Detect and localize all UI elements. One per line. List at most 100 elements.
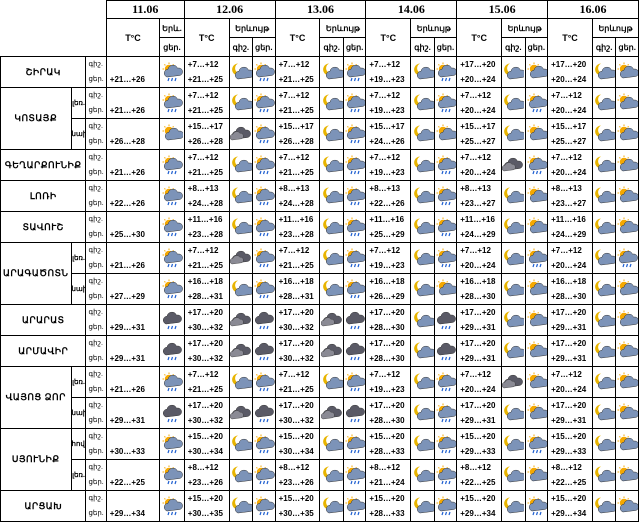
region-name: ՇԻՐԱԿ xyxy=(0,56,87,88)
night-temp-empty xyxy=(110,58,159,73)
moon-cloud-icon xyxy=(319,242,344,274)
moon-cloud-icon xyxy=(319,180,344,212)
moon-cloud-icon xyxy=(410,149,435,181)
temperature-range: +17…+20 +29…+31 xyxy=(456,304,503,336)
date-header: 11.06 xyxy=(105,0,185,19)
moon-cloud-icon xyxy=(228,211,254,243)
night-temp: +7…+12 xyxy=(369,246,401,255)
temperature-range: +7…+12 +20…+24 xyxy=(547,149,593,181)
time-of-day-labels: գիշ. ցեր. xyxy=(85,273,107,305)
sun-cloud-icon xyxy=(524,335,549,367)
temperature-range: +29…+31 xyxy=(105,397,161,429)
night-temp: +15…+20 xyxy=(369,494,405,503)
night-temp-empty xyxy=(110,275,159,290)
night-temp: +7…+12 xyxy=(551,153,582,162)
moon-cloud-icon xyxy=(228,459,254,491)
sun-cloud-rain-icon xyxy=(252,87,276,119)
day-temp: +28…+30 xyxy=(551,292,587,301)
moon-cloud-icon xyxy=(591,118,617,150)
moon-cloud-icon xyxy=(410,118,435,150)
night-temp: +17…+20 xyxy=(460,308,496,317)
sun-cloud-rain-icon xyxy=(342,366,367,398)
table-row: ԼՈՌԻ գիշ. ցեր. +22…+26 +8…+13 +24…+28 +8…+13 +2… xyxy=(0,180,639,212)
table-row: ՏԱՎՈՒՇ գիշ. ցեր. +25…+30 +11…+16 +23…+28 +11…+… xyxy=(0,211,639,243)
day-temp: +29…+33 xyxy=(551,447,587,456)
temperature-range: +7…+12 +21…+25 xyxy=(183,56,230,88)
night-label: գիշ. xyxy=(88,433,103,440)
day-temp: +20…+24 xyxy=(460,106,496,115)
temperature-range: +15…+20 +28…+33 xyxy=(365,428,412,460)
temperature-range: +17…+20 +30…+32 xyxy=(274,397,321,429)
day-temp: +21…+25 xyxy=(187,385,223,394)
temp-header: T°C xyxy=(105,18,161,57)
moon-cloud-icon xyxy=(410,459,435,491)
temperature-range: +7…+12 +20…+24 xyxy=(456,366,503,398)
moon-cloud-icon xyxy=(319,366,344,398)
night-temp: +8…+12 xyxy=(369,463,401,472)
moon-cloud-icon xyxy=(319,211,344,243)
day-temp: +30…+32 xyxy=(187,354,223,363)
night-label: գիշ. xyxy=(88,216,103,223)
night-temp: +11…+16 xyxy=(187,215,223,224)
sun-cloud-icon xyxy=(433,273,458,305)
moon-cloud-icon xyxy=(591,459,617,491)
sun-cloud-rain-icon xyxy=(433,428,458,460)
day-temp: +30…+32 xyxy=(187,323,223,332)
sun-cloud-rain-icon xyxy=(433,56,458,88)
moon-cloud-icon xyxy=(410,304,435,336)
cloud-rain-icon xyxy=(159,397,185,429)
night-temp-empty xyxy=(110,89,159,104)
table-row: ՎԱՅՈՑ ՁՈՐ լեռ. գիշ. ցեր. +21…+26 +7…+12 +21…+2… xyxy=(0,366,639,429)
temperature-range: +15…+17 +24…+26 xyxy=(365,118,412,150)
moon-cloud-icon xyxy=(410,211,435,243)
sun-cloud-rain-icon xyxy=(159,211,185,243)
sun-cloud-rain-icon xyxy=(433,211,458,243)
temperature-range: +17…+20 +30…+32 xyxy=(274,335,321,367)
moon-cloud-icon xyxy=(319,459,344,491)
date-header: 12.06 xyxy=(183,0,276,19)
night-temp-empty xyxy=(110,120,159,135)
time-of-day-labels: գիշ. ցեր. xyxy=(85,335,107,367)
night-label: գիշ. xyxy=(88,495,103,502)
temperature-range: +7…+12 +19…+23 xyxy=(365,56,412,88)
sun-cloud-rain-icon xyxy=(342,242,367,274)
day-temp: +25…+27 xyxy=(460,137,496,146)
day-temp: +29…+31 xyxy=(460,354,496,363)
night-temp: +7…+12 xyxy=(187,246,219,255)
moon-cloud-icon xyxy=(319,428,344,460)
temperature-range: +16…+18 +28…+31 xyxy=(274,273,321,305)
temperature-range: +15…+20 +28…+33 xyxy=(365,490,412,522)
day-temp: +21…+25 xyxy=(278,106,314,115)
night-temp: +8…+13 xyxy=(278,184,310,193)
day-temp: +29…+31 xyxy=(551,323,587,332)
cloud-dark-icon xyxy=(501,366,526,398)
table-row: նախ.գիշ.ցեր.+29…+31+17…+20+30…+32+17…+20… xyxy=(1,397,639,429)
night-temp: +17…+20 xyxy=(460,401,496,410)
sun-cloud-rain-icon xyxy=(433,490,458,522)
night-label: գիշ. xyxy=(88,371,103,378)
night-temp: +15…+20 xyxy=(369,432,405,441)
phenomenon-header: Երևույթ xyxy=(410,18,458,38)
night-label: գիշ. xyxy=(88,247,103,254)
night-temp: +16…+18 xyxy=(551,277,587,286)
subregion-label: լեռ. xyxy=(70,366,87,398)
temperature-range: +7…+12 +21…+25 xyxy=(183,366,230,398)
temperature-range: +17…+20 +28…+30 xyxy=(365,304,412,336)
cloud-dark-icon xyxy=(228,304,254,336)
temperature-range: +29…+31 xyxy=(105,335,161,367)
moon-cloud-icon xyxy=(591,211,617,243)
temperature-range: +17…+20 +29…+31 xyxy=(547,335,593,367)
moon-cloud-icon xyxy=(410,273,435,305)
sun-cloud-rain-icon xyxy=(159,459,185,491)
table-row: ԱՐԱՐԱՏ գիշ. ցեր. +29…+31 +17…+20 +30…+32 +17…+… xyxy=(0,304,639,336)
time-of-day-labels: գիշ. ցեր. xyxy=(85,459,107,491)
night-temp: +11…+16 xyxy=(551,215,586,224)
moon-cloud-icon xyxy=(319,149,344,181)
temperature-range: +8…+12 +23…+26 xyxy=(183,459,230,491)
sun-cloud-rain-icon xyxy=(615,242,639,274)
night-header: գիշ. xyxy=(228,37,254,57)
sun-cloud-rain-icon xyxy=(342,118,367,150)
moon-cloud-icon xyxy=(410,87,435,119)
cloud-rain-icon xyxy=(252,397,276,429)
night-temp: +15…+17 xyxy=(369,122,405,131)
